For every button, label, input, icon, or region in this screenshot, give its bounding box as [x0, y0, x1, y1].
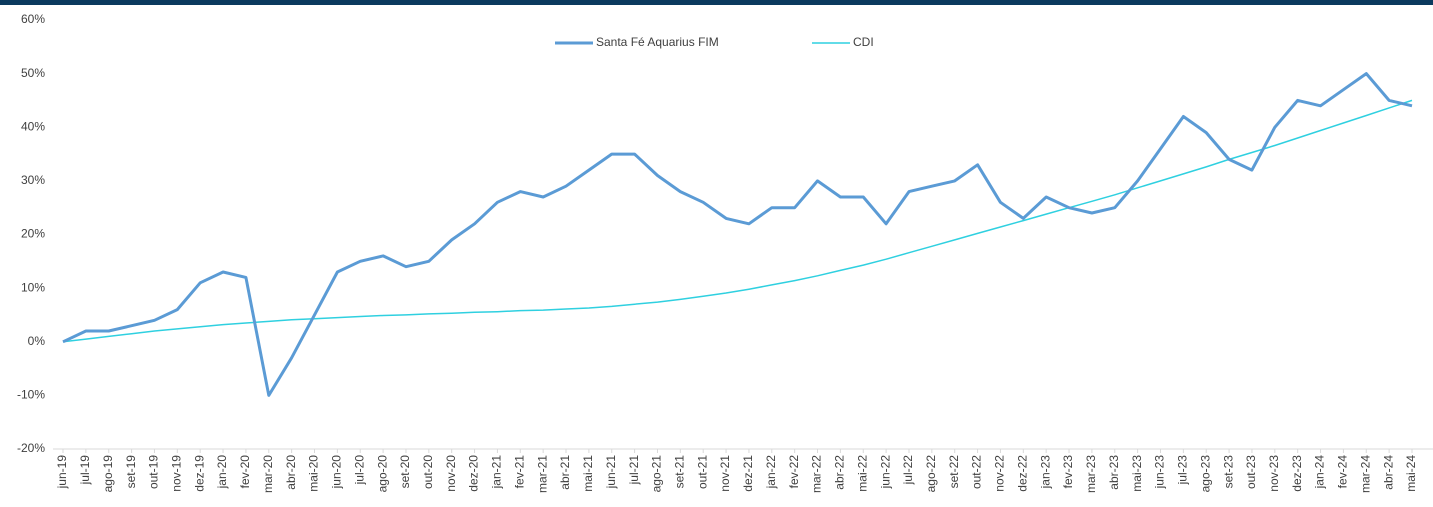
x-tick-label: jan-22	[764, 455, 778, 490]
x-tick-label: mar-24	[1358, 455, 1372, 493]
series-line	[62, 72, 1413, 397]
y-tick-label: 40%	[21, 119, 45, 133]
x-tick-label: ago-19	[101, 455, 115, 493]
x-tick-label: mar-20	[261, 455, 275, 493]
y-tick-label: -10%	[17, 388, 45, 402]
x-tick-label: mar-23	[1084, 455, 1098, 493]
x-tick-label: out-20	[421, 455, 435, 489]
x-tick-label: mar-22	[810, 455, 824, 493]
x-tick-label: ago-23	[1198, 455, 1212, 493]
x-tick-label: jan-23	[1038, 455, 1052, 490]
x-tick-label: nov-23	[1267, 455, 1281, 492]
x-tick-label: nov-20	[444, 455, 458, 492]
x-tick-label: mar-21	[535, 455, 549, 493]
x-tick-label: jan-21	[490, 455, 504, 490]
x-tick-label: abr-23	[1107, 455, 1121, 490]
y-tick-label: 30%	[21, 173, 45, 187]
x-tick-label: nov-21	[718, 455, 732, 492]
y-tick-label: 20%	[21, 227, 45, 241]
x-tick-label: jul-19	[78, 455, 92, 486]
x-tick-label: mai-24	[1404, 455, 1418, 492]
top-bar	[0, 0, 1433, 5]
x-tick-label: jul-22	[901, 455, 915, 486]
x-tick-label: set-23	[1221, 455, 1235, 489]
x-tick-label: jul-20	[352, 455, 366, 486]
x-tick-label: set-22	[947, 455, 961, 489]
x-tick-label: dez-20	[467, 455, 481, 492]
x-tick-label: jul-23	[1176, 455, 1190, 486]
x-tick-label: ago-20	[375, 455, 389, 493]
x-tick-label: mai-23	[1130, 455, 1144, 492]
x-tick-label: mai-22	[855, 455, 869, 492]
x-tick-label: jun-20	[330, 455, 344, 490]
x-tick-label: jul-21	[627, 455, 641, 486]
x-tick-label: set-19	[124, 455, 138, 489]
x-tick-label: fev-23	[1061, 455, 1075, 489]
x-tick-label: dez-19	[192, 455, 206, 492]
y-tick-label: 0%	[28, 334, 46, 348]
x-tick-label: jun-23	[1153, 455, 1167, 490]
x-tick-label: jan-24	[1313, 455, 1327, 490]
x-tick-label: jun-22	[878, 455, 892, 490]
x-tick-label: fev-24	[1336, 455, 1350, 489]
x-tick-label: abr-22	[833, 455, 847, 490]
y-tick-label: -20%	[17, 441, 45, 455]
x-tick-label: out-21	[695, 455, 709, 489]
legend-label: CDI	[853, 35, 874, 49]
y-tick-label: 60%	[21, 12, 45, 26]
x-tick-label: dez-22	[1015, 455, 1029, 492]
series-line	[62, 99, 1413, 343]
x-tick-label: set-20	[398, 455, 412, 489]
x-tick-label: fev-22	[787, 455, 801, 489]
x-tick-label: out-19	[147, 455, 161, 489]
x-tick-label: abr-24	[1381, 455, 1395, 490]
x-tick-label: jun-19	[55, 455, 69, 490]
x-tick-label: set-21	[673, 455, 687, 489]
y-tick-label: 50%	[21, 66, 45, 80]
x-tick-label: jan-20	[215, 455, 229, 490]
x-tick-label: abr-20	[284, 455, 298, 490]
x-tick-label: dez-21	[741, 455, 755, 492]
x-tick-label: ago-22	[924, 455, 938, 493]
x-tick-label: nov-22	[993, 455, 1007, 492]
x-tick-label: jun-21	[604, 455, 618, 490]
x-tick-label: mai-20	[307, 455, 321, 492]
x-tick-label: ago-21	[650, 455, 664, 493]
legend-label: Santa Fé Aquarius FIM	[596, 35, 719, 49]
x-tick-label: fev-20	[238, 455, 252, 489]
x-tick-label: out-23	[1244, 455, 1258, 489]
x-tick-label: abr-21	[558, 455, 572, 490]
x-tick-label: nov-19	[169, 455, 183, 492]
y-tick-label: 10%	[21, 280, 45, 294]
x-tick-label: mai-21	[581, 455, 595, 492]
x-tick-label: dez-23	[1290, 455, 1304, 492]
x-tick-label: out-22	[970, 455, 984, 489]
x-tick-label: fev-21	[512, 455, 526, 489]
